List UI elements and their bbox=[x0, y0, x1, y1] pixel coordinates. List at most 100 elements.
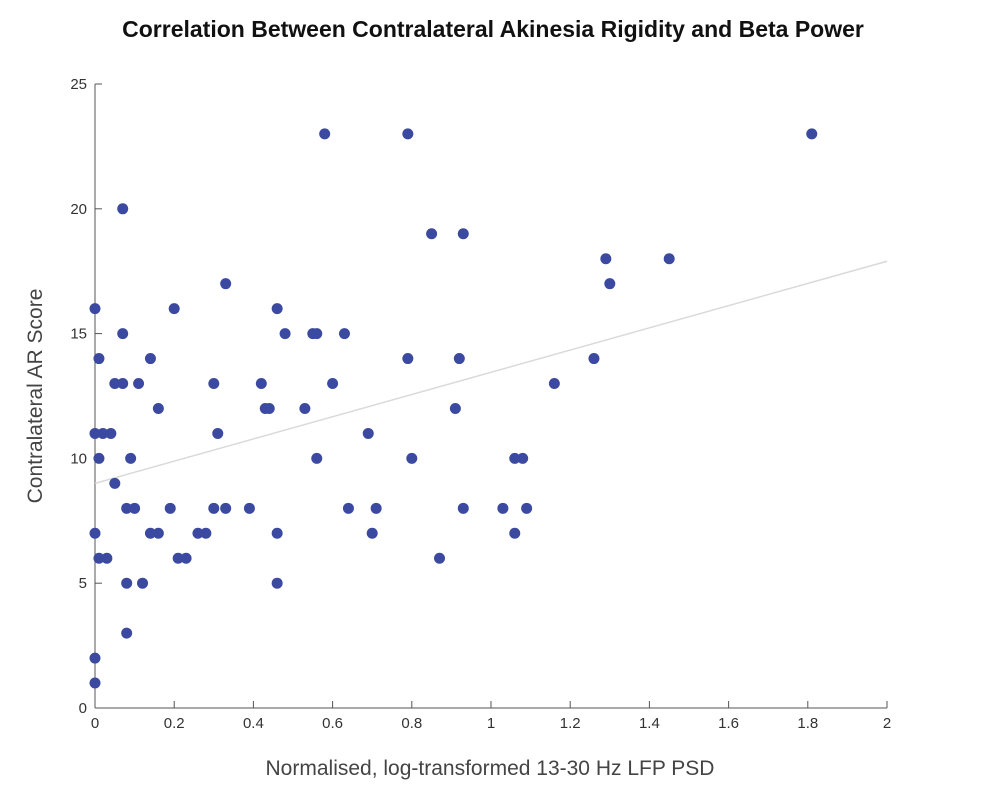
x-tick-label: 1.8 bbox=[797, 715, 818, 732]
data-points bbox=[89, 128, 818, 689]
x-tick-label: 0.6 bbox=[322, 715, 343, 732]
x-tick-label: 0.4 bbox=[243, 715, 264, 732]
data-point bbox=[299, 402, 311, 414]
data-point bbox=[370, 502, 382, 514]
data-point bbox=[109, 378, 121, 390]
chart-title: Correlation Between Contralateral Akines… bbox=[122, 16, 864, 42]
data-point bbox=[89, 652, 101, 664]
data-point bbox=[457, 502, 469, 514]
data-point bbox=[137, 577, 149, 589]
data-point bbox=[663, 253, 675, 265]
data-point bbox=[180, 552, 192, 564]
y-tick-label: 15 bbox=[70, 326, 87, 343]
data-point bbox=[509, 527, 521, 539]
data-point bbox=[208, 378, 220, 390]
x-tick-label: 1.6 bbox=[718, 715, 739, 732]
x-tick-label: 1 bbox=[487, 715, 495, 732]
x-tick-label: 0.8 bbox=[401, 715, 422, 732]
data-point bbox=[517, 452, 529, 464]
y-tick-label: 25 bbox=[70, 76, 87, 93]
data-point bbox=[121, 502, 133, 514]
data-point bbox=[521, 502, 533, 514]
data-point bbox=[121, 627, 133, 639]
data-point bbox=[172, 552, 184, 564]
data-point bbox=[457, 228, 469, 240]
data-point bbox=[164, 502, 176, 514]
data-point bbox=[434, 552, 446, 564]
data-point bbox=[93, 552, 105, 564]
data-point bbox=[117, 378, 129, 390]
data-point bbox=[402, 353, 414, 365]
data-point bbox=[311, 328, 323, 340]
data-point bbox=[588, 353, 600, 365]
data-point bbox=[362, 427, 374, 439]
data-point bbox=[449, 402, 461, 414]
data-point bbox=[200, 527, 212, 539]
y-tick-label: 20 bbox=[70, 201, 87, 218]
data-point bbox=[129, 502, 141, 514]
data-point bbox=[168, 303, 180, 315]
data-point bbox=[212, 427, 224, 439]
data-point bbox=[109, 477, 121, 489]
data-point bbox=[255, 378, 267, 390]
data-point bbox=[144, 527, 156, 539]
data-point bbox=[133, 378, 145, 390]
data-point bbox=[806, 128, 818, 140]
data-point bbox=[548, 378, 560, 390]
x-tick-label: 2 bbox=[883, 715, 891, 732]
data-point bbox=[144, 353, 156, 365]
data-point bbox=[271, 527, 283, 539]
data-point bbox=[426, 228, 438, 240]
x-tick-label: 1.2 bbox=[560, 715, 581, 732]
y-tick-label: 10 bbox=[70, 450, 87, 467]
data-point bbox=[89, 303, 101, 315]
trend-line-group bbox=[94, 260, 888, 485]
data-point bbox=[342, 502, 354, 514]
x-tick-label: 0 bbox=[91, 715, 99, 732]
trend-line bbox=[94, 260, 888, 485]
data-point bbox=[263, 402, 275, 414]
data-point bbox=[311, 452, 323, 464]
data-point bbox=[89, 677, 101, 689]
data-point bbox=[117, 203, 129, 215]
x-axis-label: Normalised, log-transformed 13-30 Hz LFP… bbox=[266, 757, 715, 780]
y-axis-label: Contralateral AR Score bbox=[24, 289, 47, 504]
data-point bbox=[105, 427, 117, 439]
data-point bbox=[279, 328, 291, 340]
data-point bbox=[406, 452, 418, 464]
data-point bbox=[93, 353, 105, 365]
data-point bbox=[327, 378, 339, 390]
data-point bbox=[152, 527, 164, 539]
data-point bbox=[338, 328, 350, 340]
data-point bbox=[208, 502, 220, 514]
y-tick-label: 0 bbox=[79, 700, 87, 717]
y-tick-label: 5 bbox=[79, 575, 87, 592]
data-point bbox=[192, 527, 204, 539]
data-point bbox=[497, 502, 509, 514]
data-point bbox=[220, 278, 232, 290]
data-point bbox=[271, 303, 283, 315]
x-tick-label: 1.4 bbox=[639, 715, 660, 732]
x-tick-label: 0.2 bbox=[164, 715, 185, 732]
data-point bbox=[509, 452, 521, 464]
data-point bbox=[89, 527, 101, 539]
data-point bbox=[93, 452, 105, 464]
data-point bbox=[319, 128, 331, 140]
data-point bbox=[121, 577, 133, 589]
data-point bbox=[125, 452, 137, 464]
data-point bbox=[271, 577, 283, 589]
data-point bbox=[402, 128, 414, 140]
data-point bbox=[600, 253, 612, 265]
data-point bbox=[604, 278, 616, 290]
data-point bbox=[453, 353, 465, 365]
data-point bbox=[366, 527, 378, 539]
data-point bbox=[220, 502, 232, 514]
data-point bbox=[152, 402, 164, 414]
data-point bbox=[101, 552, 113, 564]
data-point bbox=[97, 427, 109, 439]
data-point bbox=[117, 328, 129, 340]
data-point bbox=[243, 502, 255, 514]
data-point bbox=[89, 427, 101, 439]
